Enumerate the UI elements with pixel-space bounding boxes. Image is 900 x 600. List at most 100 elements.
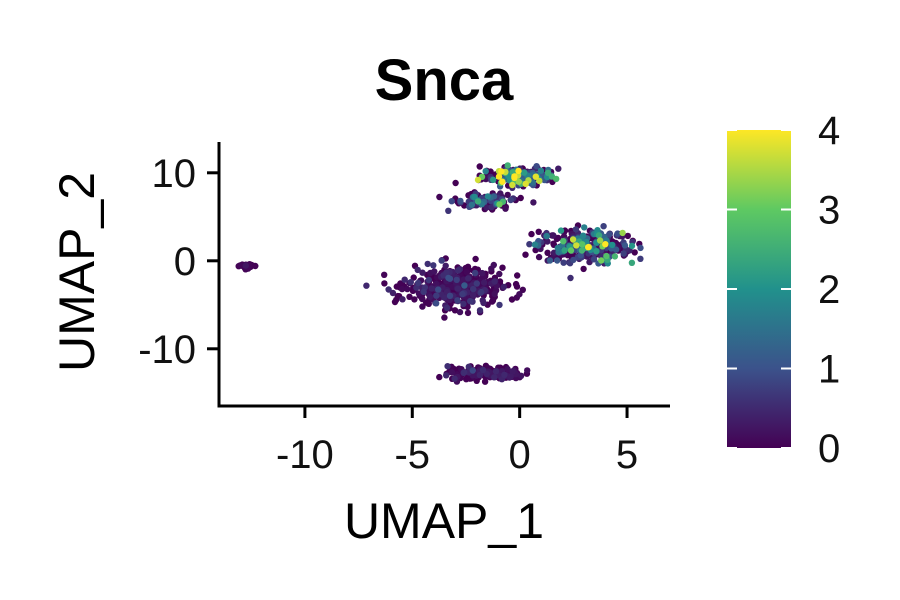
cell-point — [476, 371, 483, 379]
y-tick-label: -10 — [138, 328, 196, 372]
colorbar — [727, 130, 791, 448]
cell-point — [445, 274, 452, 282]
cell-point — [451, 375, 458, 382]
cell-point — [537, 167, 545, 174]
cell-point — [438, 257, 445, 264]
cell-point — [611, 253, 619, 260]
cell-point — [561, 247, 568, 254]
cell-point — [520, 169, 528, 176]
cell-point — [567, 274, 574, 282]
cell-point — [470, 285, 477, 293]
cell-point — [252, 262, 259, 270]
cell-point — [394, 292, 401, 300]
cell-point — [491, 278, 498, 285]
cell-point — [590, 256, 598, 263]
cell-point — [544, 249, 551, 256]
cell-point — [472, 255, 479, 263]
cell-point — [406, 293, 413, 300]
cell-point — [536, 177, 543, 185]
cell-point — [507, 373, 514, 380]
cell-point — [620, 250, 627, 257]
cell-point — [424, 260, 431, 268]
cell-point — [498, 168, 505, 175]
cell-point — [496, 301, 503, 309]
cell-point — [554, 244, 561, 252]
cell-point — [476, 307, 484, 314]
cell-point — [431, 268, 438, 275]
cell-point — [419, 295, 426, 303]
cell-point — [456, 308, 464, 316]
x-tick-label: -10 — [276, 433, 334, 477]
cell-point — [398, 285, 406, 293]
cell-point — [385, 286, 392, 293]
cell-point — [454, 297, 461, 304]
cell-point — [457, 197, 464, 205]
cell-point — [415, 279, 422, 287]
cell-point — [631, 249, 638, 256]
cell-point — [363, 282, 370, 289]
cell-point — [637, 255, 644, 262]
cell-point — [442, 262, 449, 269]
cell-point — [491, 290, 498, 298]
cell-point — [628, 242, 636, 250]
cell-point — [448, 198, 455, 205]
x-tick-label: 5 — [616, 433, 638, 477]
cell-point — [465, 275, 472, 282]
cell-point — [555, 165, 562, 172]
cell-point — [609, 241, 616, 249]
cell-point — [407, 279, 414, 286]
cell-point — [441, 294, 448, 301]
cell-point — [381, 280, 388, 287]
cell-point — [499, 264, 506, 271]
cell-point — [522, 180, 529, 188]
cell-point — [478, 288, 485, 296]
cell-point — [481, 378, 489, 385]
cell-point — [441, 314, 448, 321]
cell-point — [553, 175, 560, 183]
cell-point — [598, 257, 605, 264]
cell-point — [425, 276, 432, 284]
cell-point — [460, 300, 467, 307]
y-tick-label: 0 — [174, 240, 196, 284]
cell-point — [544, 238, 551, 245]
cell-point — [490, 176, 497, 183]
cell-point — [593, 248, 600, 255]
cell-point — [519, 286, 526, 293]
cell-point — [535, 253, 543, 261]
cell-point — [508, 296, 516, 303]
cell-point — [468, 201, 476, 208]
cell-point — [474, 198, 482, 205]
cell-point — [479, 269, 486, 277]
cell-point — [461, 369, 468, 376]
cell-point — [517, 194, 524, 202]
cell-point — [483, 204, 490, 211]
cell-point — [628, 259, 636, 266]
cell-point — [480, 279, 488, 286]
y-tick-label: 10 — [152, 152, 197, 196]
cell-point — [581, 224, 588, 231]
cell-point — [543, 232, 550, 240]
cell-point — [530, 199, 537, 206]
cell-point — [624, 232, 631, 240]
cell-point — [453, 276, 460, 284]
cell-point — [516, 291, 523, 298]
cell-point — [471, 269, 479, 277]
cell-point — [445, 207, 452, 214]
cell-point — [435, 286, 442, 293]
cell-point — [621, 242, 629, 249]
cell-point — [533, 163, 540, 170]
colorbar-tick-label: 1 — [818, 348, 840, 392]
cell-point — [454, 285, 462, 292]
cell-point — [504, 162, 511, 169]
cell-point — [480, 299, 487, 307]
cell-point — [446, 292, 454, 299]
cell-point — [433, 300, 440, 307]
cell-point — [410, 274, 417, 281]
cell-point — [585, 244, 592, 251]
cell-point — [554, 257, 561, 264]
colorbar-ticks: 0 1 2 3 4 — [727, 109, 840, 471]
cell-point — [479, 274, 486, 281]
cell-point — [509, 368, 516, 375]
cell-point — [619, 229, 626, 237]
cell-point — [522, 251, 529, 258]
